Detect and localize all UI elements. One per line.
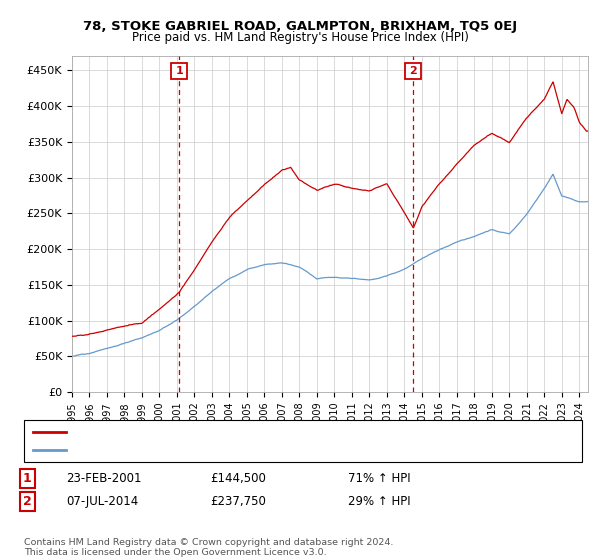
Text: £144,500: £144,500 — [210, 472, 266, 486]
Text: Price paid vs. HM Land Registry's House Price Index (HPI): Price paid vs. HM Land Registry's House … — [131, 31, 469, 44]
Text: 1: 1 — [23, 472, 31, 486]
Text: 29% ↑ HPI: 29% ↑ HPI — [348, 494, 410, 508]
Text: 78, STOKE GABRIEL ROAD, GALMPTON, BRIXHAM, TQ5 0EJ (semi-detached house): 78, STOKE GABRIEL ROAD, GALMPTON, BRIXHA… — [72, 427, 498, 437]
Text: 2: 2 — [23, 494, 31, 508]
Text: 78, STOKE GABRIEL ROAD, GALMPTON, BRIXHAM, TQ5 0EJ: 78, STOKE GABRIEL ROAD, GALMPTON, BRIXHA… — [83, 20, 517, 32]
Text: 71% ↑ HPI: 71% ↑ HPI — [348, 472, 410, 486]
Text: Contains HM Land Registry data © Crown copyright and database right 2024.
This d: Contains HM Land Registry data © Crown c… — [24, 538, 394, 557]
Text: 07-JUL-2014: 07-JUL-2014 — [66, 494, 138, 508]
Text: 23-FEB-2001: 23-FEB-2001 — [66, 472, 142, 486]
Text: HPI: Average price, semi-detached house, Torbay: HPI: Average price, semi-detached house,… — [72, 445, 328, 455]
Text: £237,750: £237,750 — [210, 494, 266, 508]
Text: 1: 1 — [176, 66, 183, 76]
Text: 2: 2 — [410, 66, 418, 76]
